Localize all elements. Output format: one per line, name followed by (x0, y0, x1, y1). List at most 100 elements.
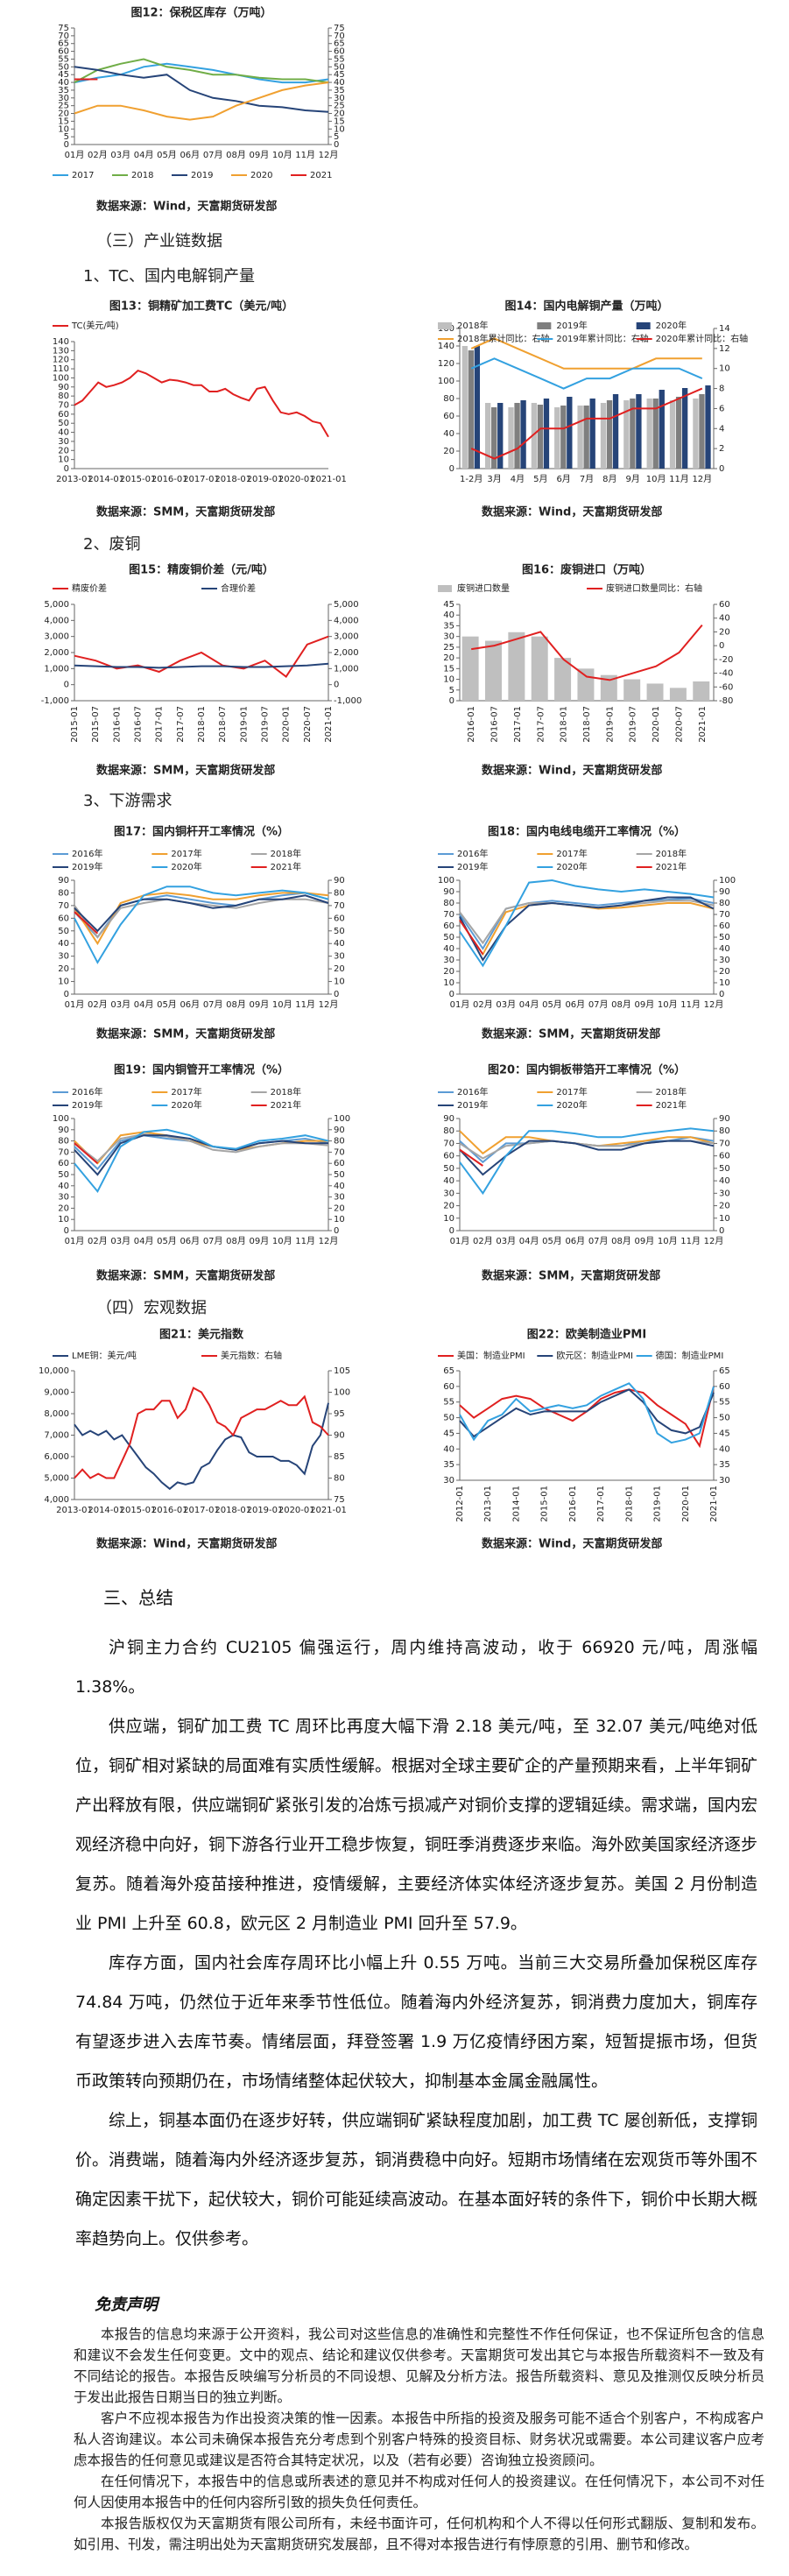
y-tick-label: 20 (58, 109, 69, 119)
x-tick-label: 2019-01 (239, 706, 249, 743)
bar (560, 406, 567, 469)
x-tick-label: 2017-01 (596, 1486, 606, 1522)
line-series (74, 1128, 329, 1194)
y2-tick-label: 60 (719, 1382, 730, 1392)
x-tick-label: 06月 (180, 1236, 200, 1246)
chart-title: 图16：废铜进口（万吨） (522, 563, 652, 577)
y2-tick-label: 90 (719, 887, 730, 897)
line-series (74, 66, 329, 113)
y2-tick-label: 6 (719, 404, 724, 413)
y-tick-label: 70 (58, 32, 69, 41)
line-series (74, 635, 329, 678)
y2-tick-label: -20 (719, 655, 733, 665)
y2-tick-label: 50 (334, 927, 345, 936)
y-tick-label: 8,000 (44, 1409, 69, 1419)
x-tick-label: 03月 (110, 150, 130, 160)
bar (497, 403, 504, 469)
line-series (459, 1140, 715, 1176)
legend-label: 2020年 (556, 861, 587, 872)
y2-tick-label: 55 (334, 54, 345, 64)
bar (554, 407, 560, 469)
bar (681, 388, 688, 469)
y-tick-label: 80 (443, 1126, 454, 1136)
x-tick-label: 2020-01 (282, 706, 292, 743)
y2-tick-label: 40 (719, 1176, 730, 1186)
bar (520, 400, 526, 469)
x-tick-label: 2021-01 (310, 475, 347, 484)
bar (636, 394, 642, 469)
y2-tick-label: 80 (334, 1474, 345, 1484)
legend-label: 2017 (72, 171, 94, 180)
chart-title: 图22：欧美制造业PMI (527, 1328, 646, 1342)
y2-tick-label: 1,000 (334, 664, 359, 674)
y2-tick-label: 75 (334, 1495, 345, 1505)
y-tick-label: 80 (58, 392, 69, 401)
line-series (74, 1133, 329, 1162)
y2-tick-label: 90 (334, 1126, 345, 1135)
line-series (470, 337, 702, 370)
y-tick-label: 5,000 (44, 1474, 69, 1484)
y-tick-label: 30 (443, 1476, 454, 1486)
y-tick-label: 60 (443, 921, 454, 931)
section-heading: 2、废铜 (83, 535, 140, 554)
legend-label: 2016年 (457, 848, 488, 859)
y2-tick-label: 65 (719, 1366, 730, 1376)
legend-label: 2019年 (457, 861, 488, 872)
y-tick-label: 25 (58, 102, 69, 111)
bar (659, 390, 665, 469)
y-tick-label: 100 (438, 377, 454, 386)
bar (514, 403, 520, 469)
y-tick-label: 6,000 (44, 1452, 69, 1462)
x-tick-label: 2017-01 (183, 475, 220, 484)
line-series (459, 1382, 715, 1444)
x-tick-label: 12月 (319, 999, 339, 1010)
y-tick-label: 50 (443, 1164, 454, 1174)
y-tick-label: 1,000 (44, 664, 69, 674)
chart-title: 图18：国内电线电缆开工率情况（%） (488, 825, 686, 839)
y-tick-label: 110 (53, 364, 69, 374)
y2-tick-label: 2,000 (334, 648, 359, 658)
chart-source: 数据来源：SMM，天富期货研发部 (96, 1027, 275, 1041)
x-tick-label: 2020-01 (652, 706, 661, 743)
legend-label: 2018 (131, 171, 153, 180)
y2-tick-label: 10 (334, 977, 345, 987)
y-tick-label: 90 (58, 383, 69, 392)
line-series (74, 911, 99, 935)
x-tick-label: 2014-01 (88, 1506, 124, 1515)
x-tick-label: 12月 (319, 1236, 339, 1246)
y2-tick-label: 100 (719, 876, 736, 886)
y2-tick-label: -80 (719, 696, 733, 706)
line-series (74, 662, 329, 669)
x-tick-label: 12月 (692, 474, 712, 484)
legend-label: 2020年 (656, 320, 687, 331)
y-tick-label: 10,000 (39, 1366, 69, 1376)
y-tick-label: 30 (58, 437, 69, 447)
y2-tick-label: 14 (719, 324, 730, 334)
x-tick-label: 2018-07 (582, 706, 592, 743)
x-tick-label: 2016-07 (134, 706, 144, 743)
y2-tick-label: 105 (334, 1366, 350, 1376)
y2-tick-label: 35 (719, 1460, 730, 1470)
y-tick-label: 0 (449, 464, 454, 474)
line-series (74, 1142, 99, 1164)
legend-label: 2017年 (556, 1086, 587, 1097)
x-tick-label: 04月 (134, 999, 154, 1010)
x-tick-label: 02月 (88, 150, 108, 160)
legend-label: 美国：制造业PMI (457, 1350, 525, 1361)
section-heading: （三）产业链数据 (96, 232, 222, 251)
x-tick-label: 2019-07 (261, 706, 271, 743)
chart-title: 图14：国内电解铜产量（万吨） (504, 300, 668, 314)
legend-label: 德国：制造业PMI (656, 1350, 724, 1361)
legend-label: 2021年 (656, 861, 687, 872)
y-tick-label: 45 (58, 70, 69, 80)
x-tick-label: 10月 (272, 150, 292, 160)
y-tick-label: 100 (53, 1114, 69, 1124)
y-tick-label: -1,000 (41, 696, 69, 706)
y2-tick-label: 0 (334, 140, 339, 150)
y-tick-label: 40 (443, 1444, 454, 1454)
y2-tick-label: 70 (334, 32, 345, 41)
line-series (74, 1134, 328, 1176)
x-tick-label: 2016-01 (151, 1506, 188, 1515)
y2-tick-label: 95 (334, 1409, 345, 1419)
x-tick-label: 04月 (519, 1236, 539, 1246)
